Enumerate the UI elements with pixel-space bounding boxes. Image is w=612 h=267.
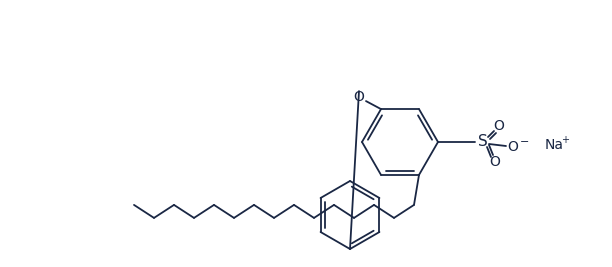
Text: O: O	[493, 119, 504, 133]
Text: +: +	[561, 135, 569, 145]
Text: O: O	[354, 90, 364, 104]
Text: −: −	[520, 137, 529, 147]
Text: S: S	[478, 135, 488, 150]
Text: O: O	[507, 140, 518, 154]
Text: Na: Na	[545, 138, 564, 152]
Text: O: O	[490, 155, 501, 169]
